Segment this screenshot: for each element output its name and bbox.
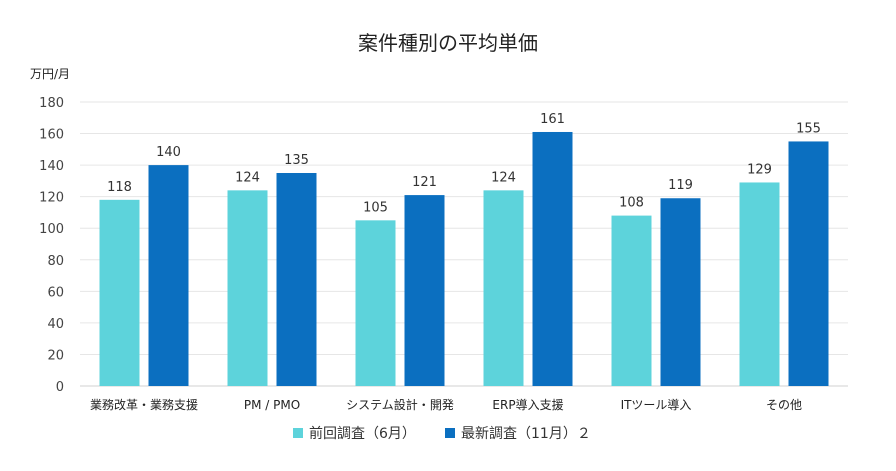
bar-series-2 bbox=[148, 165, 189, 386]
data-labels: 118 140 124 135 105 121 124 161 108 119 129 155 bbox=[107, 112, 821, 215]
x-axis-category-labels: 業務改革・業務支援 PM / PMO システム設計・開発 ERP導入支援 ITツール導入… bbox=[90, 397, 802, 412]
bar-series-1 bbox=[355, 220, 396, 386]
legend-item: 前回調査（6月） bbox=[293, 425, 416, 442]
data-label: 119 bbox=[668, 178, 693, 193]
y-axis-ticks: 0 20 40 60 80 100 120 140 160 180 bbox=[39, 96, 64, 395]
bar-series-2 bbox=[404, 195, 445, 386]
bar-series-2 bbox=[660, 198, 701, 386]
legend-label: 前回調査（6月） bbox=[309, 425, 416, 442]
legend-swatch bbox=[293, 428, 303, 438]
y-tick-label: 100 bbox=[39, 222, 64, 237]
legend-swatch bbox=[445, 428, 455, 438]
y-axis-unit-label: 万円/月 bbox=[30, 67, 70, 81]
x-category-label: 業務改革・業務支援 bbox=[90, 398, 198, 412]
gridlines bbox=[80, 101, 848, 387]
data-label: 105 bbox=[363, 200, 388, 215]
bar-series-2 bbox=[276, 173, 317, 386]
data-label: 129 bbox=[747, 162, 772, 177]
data-label: 135 bbox=[284, 153, 309, 168]
data-label: 124 bbox=[491, 170, 516, 185]
x-category-label: その他 bbox=[766, 398, 802, 412]
data-label: 155 bbox=[796, 121, 821, 136]
y-tick-label: 140 bbox=[39, 159, 64, 174]
data-label: 121 bbox=[412, 175, 437, 190]
data-label: 140 bbox=[156, 145, 181, 160]
bar-series-2 bbox=[532, 131, 573, 386]
bar-series-1 bbox=[99, 199, 140, 386]
y-tick-label: 40 bbox=[47, 317, 64, 332]
x-category-label: システム設計・開発 bbox=[346, 397, 454, 412]
data-label: 124 bbox=[235, 170, 260, 185]
x-category-label: PM / PMO bbox=[244, 398, 300, 412]
y-tick-label: 180 bbox=[39, 96, 64, 111]
data-label: 108 bbox=[619, 196, 644, 211]
legend: 前回調査（6月） 最新調査（11月）２ bbox=[293, 425, 591, 442]
bar-series-1 bbox=[611, 215, 652, 386]
bar-series-1 bbox=[227, 190, 268, 386]
y-tick-label: 160 bbox=[39, 128, 64, 143]
bars bbox=[99, 131, 829, 386]
legend-item: 最新調査（11月）２ bbox=[445, 426, 591, 442]
y-tick-label: 0 bbox=[56, 380, 64, 395]
bar-series-1 bbox=[483, 190, 524, 386]
y-tick-label: 80 bbox=[47, 254, 64, 269]
x-category-label: ERP導入支援 bbox=[492, 398, 563, 412]
y-tick-label: 20 bbox=[47, 348, 64, 363]
x-category-label: ITツール導入 bbox=[621, 398, 692, 412]
y-tick-label: 60 bbox=[47, 285, 64, 300]
y-tick-label: 120 bbox=[39, 191, 64, 206]
bar-series-1 bbox=[739, 182, 780, 386]
chart-title: 案件種別の平均単価 bbox=[358, 31, 538, 55]
bar-series-2 bbox=[788, 141, 829, 386]
data-label: 118 bbox=[107, 180, 132, 195]
data-label: 161 bbox=[540, 112, 565, 127]
legend-label: 最新調査（11月）２ bbox=[461, 426, 591, 442]
